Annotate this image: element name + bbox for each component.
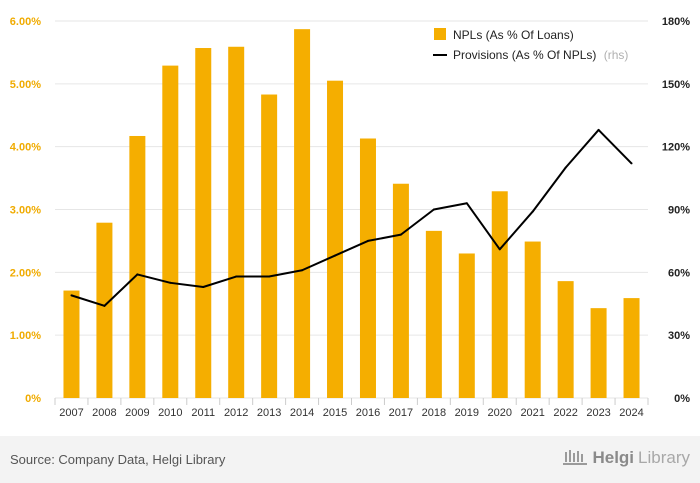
- left-tick-label: 5.00%: [10, 79, 41, 91]
- npl-bar: [195, 48, 212, 398]
- provisions-point: [597, 128, 600, 131]
- provisions-point: [136, 273, 139, 276]
- chart: 0% 1.00% 2.00% 3.00% 4.00% 5.00% 6.00% 0% 30% 60…: [10, 16, 690, 419]
- x-tick-label: 2021: [520, 407, 544, 419]
- left-tick-label: 4.00%: [10, 142, 41, 154]
- npl-bar: [96, 222, 113, 398]
- right-tick-label: 120%: [662, 142, 690, 154]
- brand-name-bold: Helgi: [592, 448, 635, 467]
- provisions-point: [531, 210, 534, 213]
- legend-npl-label: NPLs (As % Of Loans): [453, 28, 574, 42]
- x-tick-label: 2022: [553, 407, 577, 419]
- provisions-point: [70, 294, 73, 297]
- provisions-point: [399, 233, 402, 236]
- left-tick-label: 0%: [25, 393, 41, 405]
- x-tick-label: 2024: [619, 407, 643, 419]
- right-tick-label: 180%: [662, 16, 690, 28]
- npl-bar: [590, 308, 607, 398]
- npl-bar: [294, 29, 311, 398]
- x-tick-label: 2019: [455, 407, 479, 419]
- npl-bar: [491, 191, 508, 398]
- x-axis-ticks: 2007 2008 2009 2010 2011 2012 2013 2014 2015 2016…: [54, 398, 649, 419]
- npl-bar: [425, 230, 442, 398]
- provisions-series-line: [71, 128, 633, 307]
- provisions-point: [564, 166, 567, 169]
- provisions-point: [465, 202, 468, 205]
- npl-bar: [623, 298, 640, 398]
- x-tick-label: 2020: [488, 407, 512, 419]
- npl-bar: [129, 135, 146, 399]
- provisions-point: [498, 248, 501, 251]
- npl-bar: [228, 46, 245, 399]
- legend-bar-swatch: [434, 28, 446, 40]
- footer: Source: Company Data, Helgi Library Helg…: [0, 436, 700, 483]
- legend: NPLs (As % Of Loans) Provisions (As % Of…: [433, 28, 628, 62]
- x-tick-label: 2014: [290, 407, 314, 419]
- npl-bar: [392, 183, 409, 398]
- provisions-point: [301, 269, 304, 272]
- provisions-point: [630, 162, 633, 165]
- right-axis-ticks: 0% 30% 60% 90% 120% 150% 180%: [662, 16, 690, 405]
- gridlines: [55, 20, 648, 399]
- npl-bar: [524, 241, 541, 398]
- left-tick-label: 6.00%: [10, 16, 41, 28]
- x-tick-label: 2017: [389, 407, 413, 419]
- helgi-library-logo-icon: [563, 450, 588, 465]
- x-tick-label: 2009: [125, 407, 149, 419]
- right-tick-label: 0%: [674, 393, 690, 405]
- npl-bar: [162, 65, 179, 398]
- legend-rhs-note: (rhs): [604, 48, 629, 62]
- x-tick-label: 2013: [257, 407, 281, 419]
- legend-provisions-name: Provisions (As % Of NPLs): [453, 48, 596, 62]
- provisions-point: [334, 254, 337, 257]
- right-tick-label: 150%: [662, 79, 690, 91]
- x-tick-label: 2015: [323, 407, 347, 419]
- right-tick-label: 30%: [668, 330, 690, 342]
- provisions-line: [70, 128, 633, 307]
- left-tick-label: 1.00%: [10, 330, 41, 342]
- left-tick-label: 2.00%: [10, 267, 41, 279]
- provisions-point: [202, 285, 205, 288]
- npl-bars: [63, 29, 640, 399]
- x-tick-label: 2008: [92, 407, 116, 419]
- x-tick-label: 2016: [356, 407, 380, 419]
- left-tick-label: 3.00%: [10, 205, 41, 217]
- right-tick-label: 90%: [668, 205, 690, 217]
- npl-bar: [327, 80, 344, 399]
- npl-bar: [359, 138, 376, 398]
- source-text: Source: Company Data, Helgi Library: [10, 452, 226, 467]
- provisions-point: [235, 275, 238, 278]
- x-tick-label: 2012: [224, 407, 248, 419]
- x-tick-label: 2010: [158, 407, 182, 419]
- provisions-point: [268, 275, 271, 278]
- provisions-point: [103, 304, 106, 307]
- x-tick-label: 2023: [586, 407, 610, 419]
- npl-bar: [458, 253, 475, 398]
- brand-name-light: Library: [638, 448, 690, 467]
- provisions-point: [432, 208, 435, 211]
- x-tick-label: 2011: [191, 407, 215, 419]
- left-axis-ticks: 0% 1.00% 2.00% 3.00% 4.00% 5.00% 6.00%: [10, 16, 41, 405]
- npl-bar: [261, 94, 278, 398]
- x-tick-label: 2018: [422, 407, 446, 419]
- npl-bar: [63, 290, 80, 398]
- right-tick-label: 60%: [668, 267, 690, 279]
- provisions-point: [169, 281, 172, 284]
- provisions-point: [366, 239, 369, 242]
- x-tick-label: 2007: [59, 407, 83, 419]
- npl-bar: [557, 281, 574, 398]
- legend-provisions-label: Provisions (As % Of NPLs) (rhs): [453, 48, 628, 62]
- brand-logo: Helgi Library: [562, 448, 690, 468]
